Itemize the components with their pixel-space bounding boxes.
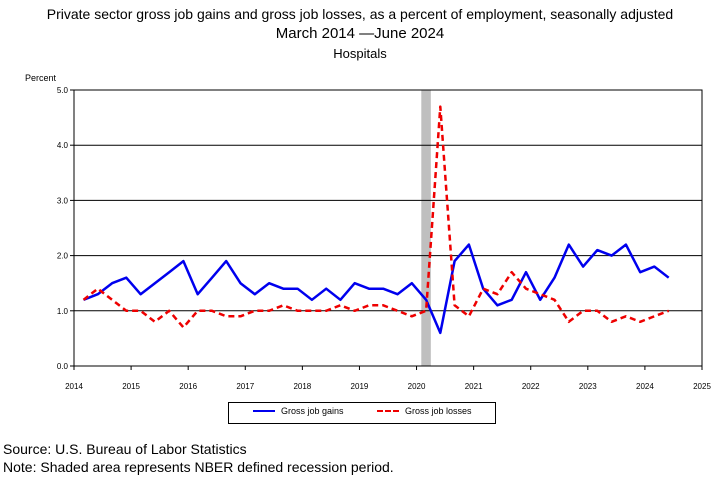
x-tick-label: 2015 — [122, 382, 140, 391]
y-axis-label: Percent — [25, 73, 57, 83]
y-tick-label: 2.0 — [57, 252, 69, 261]
x-tick-label: 2016 — [179, 382, 197, 391]
x-tick-label: 2020 — [408, 382, 426, 391]
chart-title: Private sector gross job gains and gross… — [46, 6, 674, 22]
y-tick-label: 5.0 — [57, 86, 69, 95]
x-tick-label: 2025 — [693, 382, 711, 391]
y-tick-label: 4.0 — [57, 141, 69, 150]
x-tick-label: 2014 — [65, 382, 83, 391]
gross-job-gains-line — [83, 243, 670, 335]
legend-item-gains: Gross job gains — [253, 406, 344, 416]
chart-area: 0.0 1.0 2.0 3.0 4.0 5.0 2014 2015 2016 2017 2018 20… — [57, 86, 712, 391]
legend-item-losses: Gross job losses — [377, 406, 472, 416]
x-tick-label: 2021 — [465, 382, 483, 391]
x-tick-label: 2022 — [522, 382, 540, 391]
recession-band — [421, 90, 431, 366]
chart-subtitle: Hospitals — [333, 46, 387, 61]
x-tick-label: 2017 — [236, 382, 254, 391]
x-tick-label: 2023 — [579, 382, 597, 391]
chart-date-range: March 2014 —June 2024 — [275, 25, 445, 42]
plot-frame — [73, 89, 703, 367]
y-tick-label: 1.0 — [57, 307, 69, 316]
source-text: Source: U.S. Bureau of Labor Statistics — [3, 441, 247, 457]
legend-label-gains: Gross job gains — [281, 406, 344, 416]
y-tick-label: 3.0 — [57, 196, 69, 205]
legend-label-losses: Gross job losses — [405, 406, 472, 416]
note-text: Note: Shaded area represents NBER define… — [3, 459, 394, 475]
gross-job-losses-line — [82, 105, 670, 329]
x-tick-label: 2024 — [636, 382, 654, 391]
x-tick-label: 2019 — [351, 382, 369, 391]
y-tick-label: 0.0 — [57, 362, 69, 371]
legend: Gross job gains Gross job losses — [228, 402, 496, 424]
legend-swatch-losses — [377, 410, 399, 412]
x-tick-label: 2018 — [293, 382, 311, 391]
legend-swatch-gains — [253, 410, 275, 412]
